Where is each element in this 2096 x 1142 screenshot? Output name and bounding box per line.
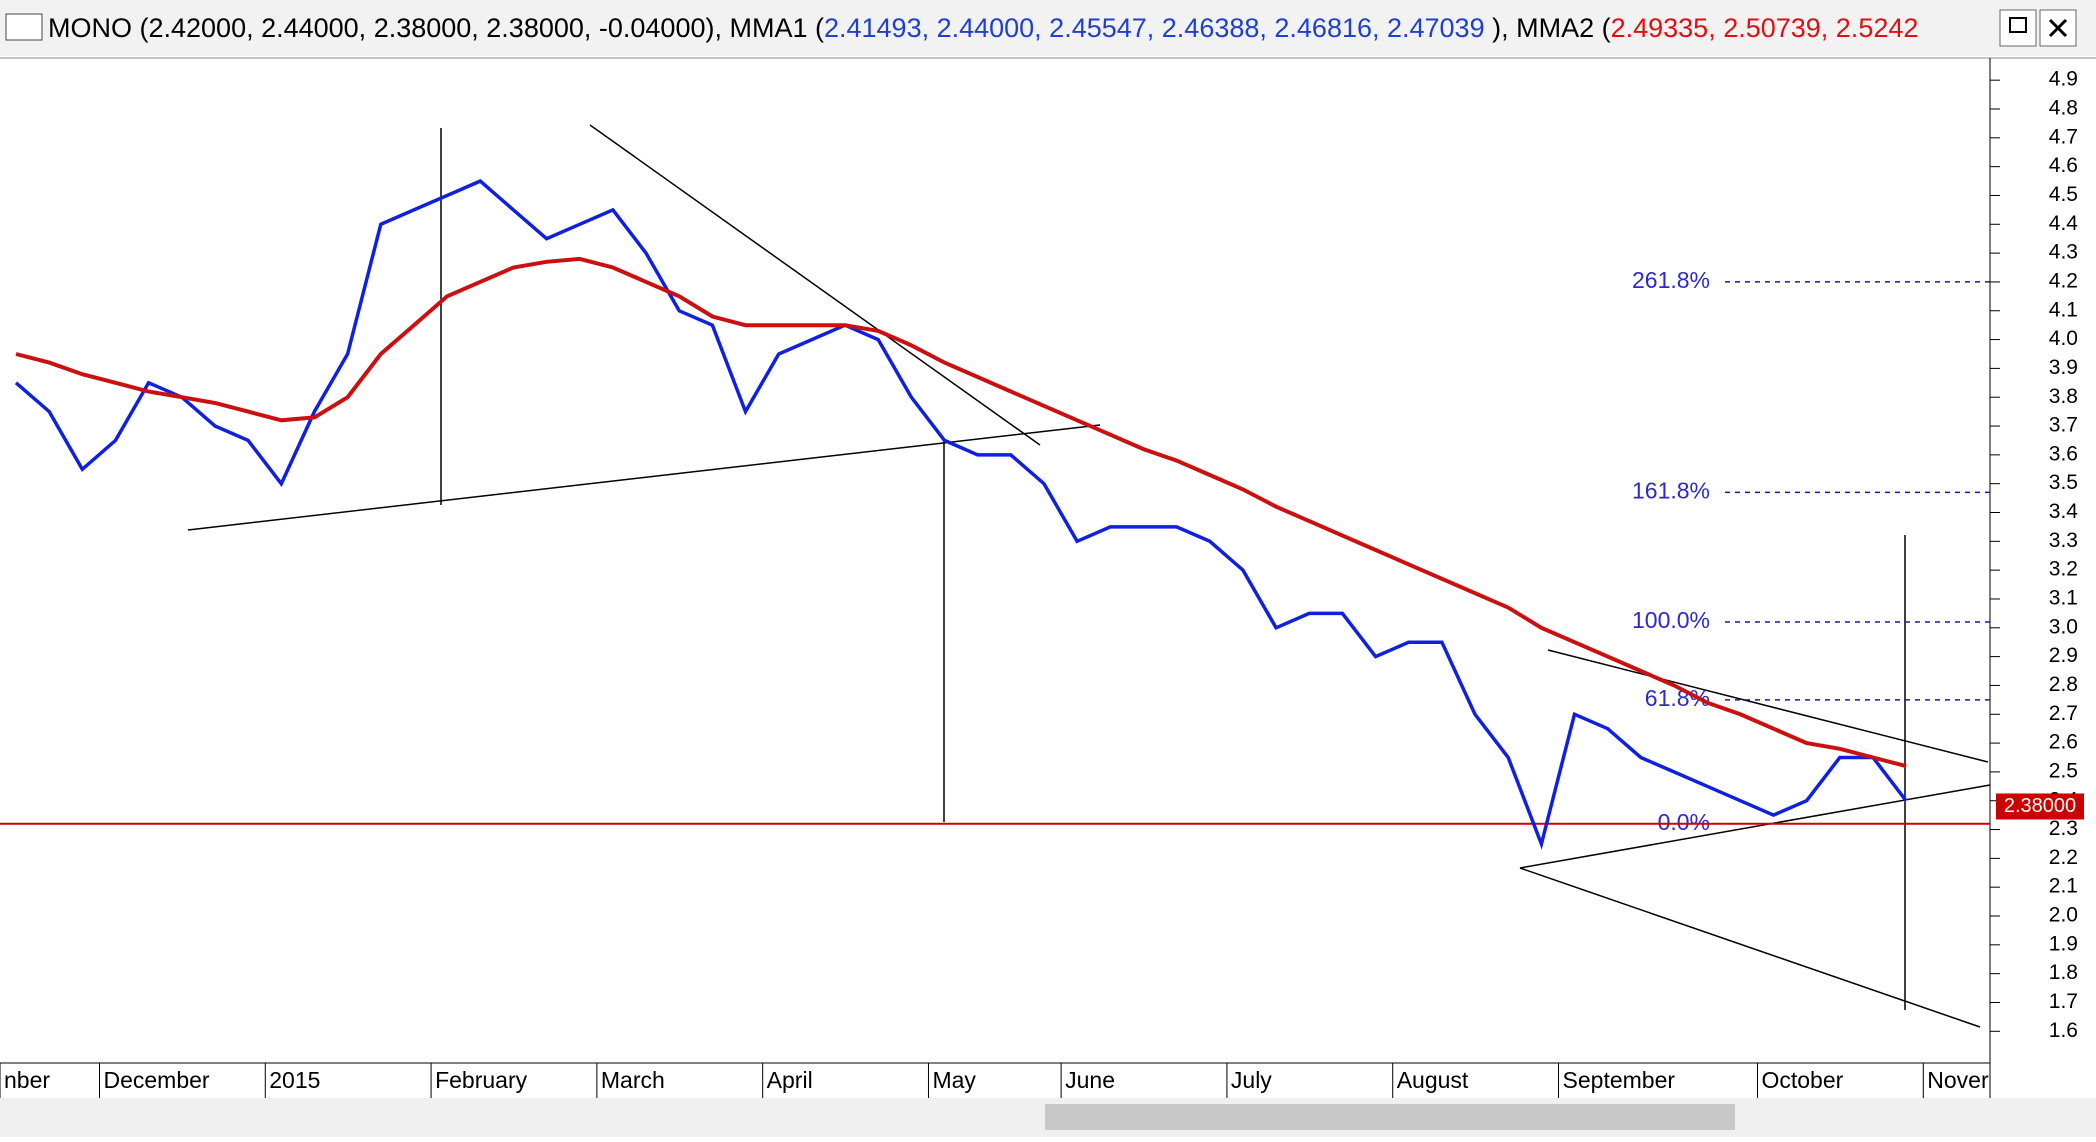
y-tick-label: 3.4 (2049, 500, 2079, 523)
fib-label: 0.0% (1658, 809, 1710, 835)
y-tick-label: 3.5 (2049, 471, 2078, 494)
fib-label: 100.0% (1632, 607, 1710, 633)
y-tick-label: 3.8 (2049, 385, 2078, 408)
y-tick-label: 1.8 (2049, 961, 2078, 984)
series-line (15, 256, 1907, 769)
x-tick-label: Nover (1927, 1067, 1989, 1093)
y-tick-label: 4.9 (2049, 68, 2078, 91)
y-tick-label: 3.2 (2049, 558, 2078, 581)
x-tick-label: March (601, 1067, 665, 1093)
restore-button[interactable] (1999, 9, 2037, 47)
title-bar (0, 0, 2096, 56)
y-tick-label: 3.9 (2049, 356, 2078, 379)
y-tick-label: 4.2 (2049, 269, 2078, 292)
x-tick-label: October (1761, 1067, 1843, 1093)
x-tick-label: 2015 (269, 1067, 320, 1093)
y-tick-label: 1.6 (2049, 1019, 2078, 1042)
last-price-tag (1996, 793, 2084, 820)
y-tick-label: 3.3 (2049, 529, 2078, 552)
trend-line (589, 124, 1041, 446)
trend-line (187, 424, 1101, 531)
x-tick-label: May (932, 1067, 976, 1093)
y-tick-label: 4.6 (2049, 154, 2078, 177)
y-tick-label: 2.3 (2049, 817, 2078, 840)
y-tick-label: 2.7 (2049, 702, 2078, 725)
y-tick-label: 1.7 (2049, 990, 2078, 1013)
trend-line (1519, 784, 1991, 869)
close-icon (2048, 18, 2068, 38)
trend-line (1519, 867, 1981, 1028)
y-tick-label: 4.8 (2049, 97, 2078, 120)
y-tick-label: 2.6 (2049, 731, 2078, 754)
title-segment: MONO (2.42000, 2.44000, 2.38000, 2.38000… (48, 13, 824, 43)
y-tick-label: 4.1 (2049, 298, 2078, 321)
x-tick-label: July (1231, 1067, 1272, 1093)
window-icon (5, 13, 43, 41)
y-tick-label: 4.5 (2049, 183, 2078, 206)
title-segment: ), MMA2 ( (1485, 13, 1611, 43)
x-tick-label: September (1563, 1067, 1676, 1093)
title-segment: 2.49335, 2.50739, 2.5242 (1611, 13, 1919, 43)
x-tick-label: February (435, 1067, 528, 1093)
y-tick-label: 3.6 (2049, 442, 2078, 465)
y-tick-label: 4.0 (2049, 327, 2078, 350)
x-tick-label: August (1397, 1067, 1469, 1093)
fib-label: 261.8% (1632, 267, 1710, 293)
y-tick-label: 2.9 (2049, 644, 2078, 667)
x-tick-label: April (767, 1067, 813, 1093)
y-tick-label: 2.8 (2049, 673, 2078, 696)
x-tick-label: June (1065, 1067, 1115, 1093)
restore-icon (2009, 17, 2027, 33)
title-segment: 2.41493, 2.44000, 2.45547, 2.46388, 2.46… (824, 13, 1485, 43)
y-tick-label: 4.3 (2049, 241, 2078, 264)
y-tick-label: 2.5 (2049, 759, 2078, 782)
chart-title: MONO (2.42000, 2.44000, 2.38000, 2.38000… (48, 13, 1918, 43)
x-tick-label: December (103, 1067, 209, 1093)
y-tick-label: 4.4 (2049, 212, 2079, 235)
y-tick-label: 3.7 (2049, 414, 2078, 437)
trend-line (1547, 649, 1989, 763)
y-tick-label: 2.1 (2049, 875, 2078, 898)
x-tick-label: nber (4, 1067, 50, 1093)
y-tick-label: 2.0 (2049, 904, 2078, 927)
fib-label: 161.8% (1632, 477, 1710, 503)
y-tick-label: 3.0 (2049, 615, 2078, 638)
y-tick-label: 4.7 (2049, 125, 2078, 148)
series-line (14, 179, 1908, 850)
y-tick-label: 2.2 (2049, 846, 2078, 869)
y-tick-label: 1.9 (2049, 932, 2078, 955)
trend-lines (187, 124, 1991, 1028)
last-price-label: 2.38000 (2004, 795, 2076, 817)
y-tick-label: 3.1 (2049, 587, 2078, 610)
scroll-thumb[interactable] (1045, 1104, 1735, 1130)
